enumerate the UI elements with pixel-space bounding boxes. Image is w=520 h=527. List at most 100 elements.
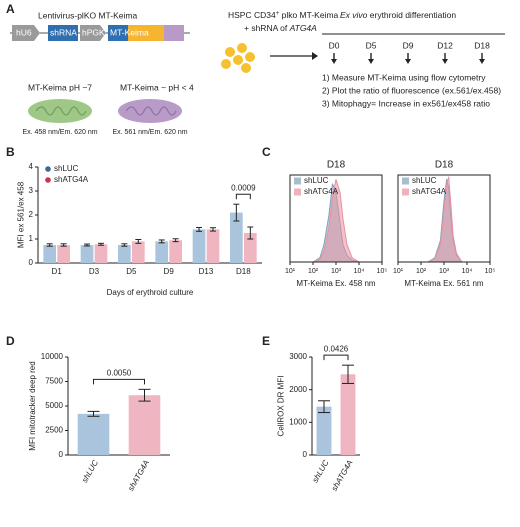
legend-label: shATG4A: [54, 175, 89, 184]
day-label: D0: [329, 40, 340, 50]
error-bar: [46, 243, 53, 247]
bracket: [93, 378, 145, 385]
bar: [118, 245, 131, 263]
text: plko MT-Keima: [279, 10, 338, 20]
bar: [230, 212, 243, 263]
legend-label: shLUC: [54, 164, 79, 173]
bar: [57, 245, 70, 263]
x-tick-label: D18: [236, 267, 251, 276]
y-axis-label: MFI mitotracker deep red: [28, 361, 37, 450]
state-label: MT-Keima ~ pH < 4: [120, 82, 194, 92]
y-tick-label: 2500: [45, 426, 63, 435]
y-tick-label: 0: [303, 450, 308, 459]
y-tick-label: 1000: [289, 417, 307, 426]
legend-label: shLUC: [304, 176, 329, 185]
y-tick-label: 3000: [289, 352, 307, 361]
element: [48, 25, 78, 41]
days: D0 D5 D9 D12 D18: [329, 40, 490, 64]
text: erythroid differentiation: [367, 10, 456, 20]
chart-title: D18: [435, 160, 454, 171]
error-bar: [318, 400, 330, 414]
legend-marker: [45, 177, 51, 183]
panel-label: A: [6, 2, 15, 16]
y-tick-label: 2: [29, 210, 34, 219]
mitochondrion: [118, 99, 182, 123]
error-bar: [172, 238, 179, 243]
error-bar: [135, 238, 142, 244]
y-tick-label: 1: [29, 234, 34, 243]
cell: [237, 43, 247, 53]
day-label: D9: [403, 40, 414, 50]
bar: [206, 229, 220, 263]
bar: [131, 241, 145, 263]
cells: [221, 43, 255, 73]
x-axis-label: Days of erythroid culture: [107, 288, 194, 297]
bracket: [323, 354, 349, 361]
bar: [77, 413, 110, 455]
x-axis-label: MT-Keima Ex. 561 nm: [404, 279, 483, 288]
element: [108, 25, 128, 41]
error-bar: [209, 227, 216, 232]
bar: [316, 406, 332, 455]
y-axis-label: MFI ex 561/ex 458: [17, 181, 26, 248]
x-tick-label: shATG4A: [126, 459, 151, 493]
x-tick-label: D1: [52, 267, 63, 276]
error-bar: [97, 242, 104, 246]
element-label: MT-Keima: [110, 27, 149, 37]
vector-title: Lentivirus-plKO MT-Keima: [38, 10, 137, 20]
x-tick-label: D13: [199, 267, 214, 276]
x-tick-label: 10³: [439, 268, 450, 275]
element: [128, 25, 164, 41]
state-excitation: Ex. 561 nm/Em. 620 nm: [112, 129, 187, 136]
x-tick-label: 10⁴: [354, 268, 365, 275]
error-bar: [84, 243, 91, 247]
panel-label: B: [6, 145, 15, 159]
error-bar: [196, 226, 203, 232]
panel-label: C: [262, 145, 271, 159]
y-axis-label: CellROX DR MFI: [277, 376, 286, 437]
cell: [241, 63, 251, 73]
bar: [155, 241, 169, 263]
y-tick-label: 10000: [41, 352, 64, 361]
day-arrow-head: [331, 59, 337, 64]
bar: [243, 233, 257, 263]
cell: [225, 47, 235, 57]
cells-line: + shRNA of ATG4A: [244, 23, 317, 33]
x-tick-label: D5: [126, 267, 137, 276]
cristae: [35, 106, 87, 116]
bracket: [235, 193, 251, 200]
arrow-head: [312, 52, 318, 60]
error-bar: [121, 243, 128, 247]
bar: [94, 244, 108, 263]
legend-label: shATG4A: [304, 187, 339, 196]
text: ATG4A: [289, 23, 318, 33]
legend-label: shLUC: [412, 176, 437, 185]
cell: [221, 59, 231, 69]
error-bar: [138, 388, 151, 402]
y-tick-label: 5000: [45, 401, 63, 410]
bar: [128, 395, 161, 455]
element: [12, 25, 40, 41]
y-tick-label: 0: [59, 450, 64, 459]
day-label: D18: [474, 40, 490, 50]
cell: [233, 55, 243, 65]
annotation: 0.0426: [324, 344, 349, 353]
cristae: [125, 106, 177, 116]
element-label: hU6: [16, 27, 32, 37]
x-tick-label: 10¹: [285, 268, 296, 275]
legend-marker: [402, 177, 409, 185]
step: 3) Mitophagy= Increase in ex561/ex458 ra…: [322, 98, 490, 108]
legend-label: shATG4A: [412, 187, 447, 196]
y-tick-label: 4: [29, 162, 34, 171]
y-tick-label: 3: [29, 186, 34, 195]
legend-marker: [294, 177, 301, 185]
y-tick-label: 0: [29, 258, 34, 267]
x-tick-label: shLUC: [80, 458, 100, 484]
element-label: hPGK: [82, 27, 105, 37]
step: 1) Measure MT-Keima using flow cytometry: [322, 72, 486, 82]
error-bar: [60, 243, 67, 247]
day-arrow-head: [442, 59, 448, 64]
legend-marker: [45, 166, 51, 172]
timeline-title: Ex vivo erythroid differentiation: [340, 10, 456, 20]
